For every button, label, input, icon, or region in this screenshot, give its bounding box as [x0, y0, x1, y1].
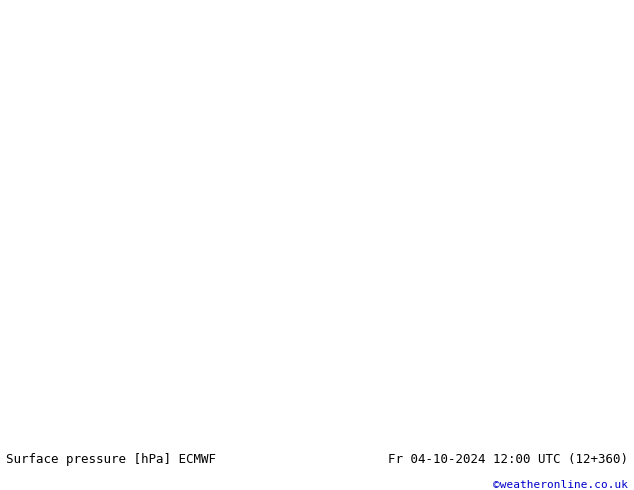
- Text: ©weatheronline.co.uk: ©weatheronline.co.uk: [493, 480, 628, 490]
- Text: Fr 04-10-2024 12:00 UTC (12+360): Fr 04-10-2024 12:00 UTC (12+360): [387, 453, 628, 466]
- Text: Surface pressure [hPa] ECMWF: Surface pressure [hPa] ECMWF: [6, 453, 216, 466]
